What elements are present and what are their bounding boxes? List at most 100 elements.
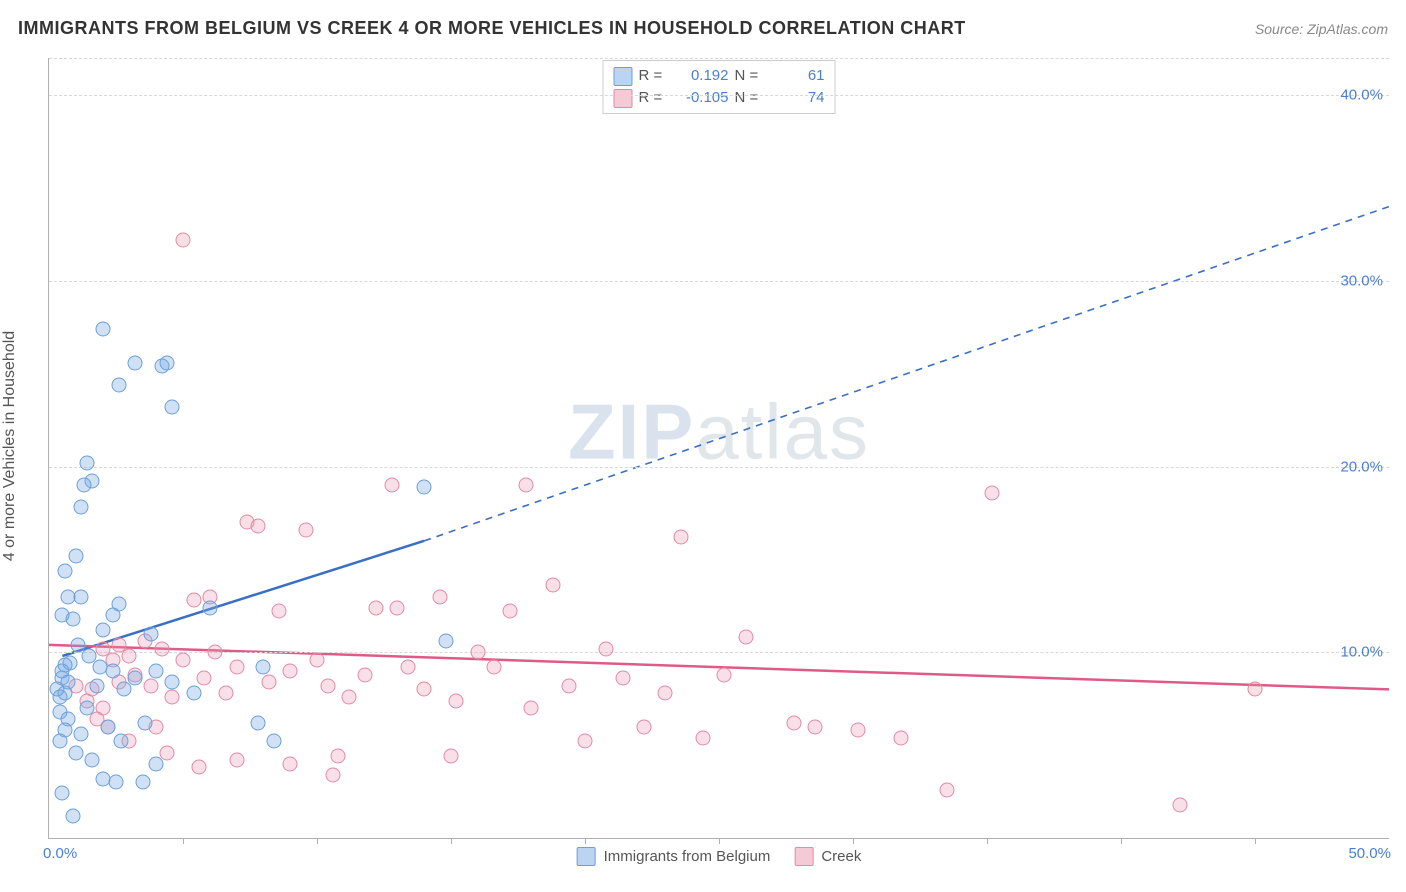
scatter-point-pink [615, 671, 630, 686]
scatter-point-blue [68, 745, 83, 760]
chart-header: IMMIGRANTS FROM BELGIUM VS CREEK 4 OR MO… [18, 18, 1388, 39]
scatter-point-blue [95, 322, 110, 337]
swatch-blue-icon [577, 847, 596, 866]
scatter-point-pink [192, 760, 207, 775]
scatter-point-blue [90, 678, 105, 693]
scatter-point-pink [401, 660, 416, 675]
legend-label-pink: Creek [821, 848, 861, 865]
scatter-point-blue [58, 563, 73, 578]
gridline [49, 652, 1389, 653]
chart-title: IMMIGRANTS FROM BELGIUM VS CREEK 4 OR MO… [18, 18, 966, 39]
x-tick-mark [1121, 838, 1122, 844]
scatter-point-pink [176, 233, 191, 248]
gridline [49, 467, 1389, 468]
r-value-blue: 0.192 [673, 65, 729, 87]
scatter-point-blue [114, 734, 129, 749]
scatter-point-pink [320, 678, 335, 693]
scatter-point-blue [135, 775, 150, 790]
scatter-point-pink [331, 749, 346, 764]
scatter-point-pink [299, 522, 314, 537]
scatter-point-pink [519, 478, 534, 493]
scatter-point-pink [283, 663, 298, 678]
scatter-point-blue [111, 377, 126, 392]
scatter-point-blue [251, 715, 266, 730]
scatter-point-pink [738, 630, 753, 645]
scatter-point-blue [79, 701, 94, 716]
scatter-point-blue [186, 686, 201, 701]
scatter-point-blue [71, 637, 86, 652]
scatter-point-pink [154, 641, 169, 656]
scatter-point-blue [109, 775, 124, 790]
scatter-point-blue [68, 548, 83, 563]
scatter-point-blue [74, 500, 89, 515]
scatter-point-pink [985, 485, 1000, 500]
x-tick-mark [317, 838, 318, 844]
scatter-point-pink [939, 782, 954, 797]
swatch-pink-icon [794, 847, 813, 866]
scatter-point-blue [52, 734, 67, 749]
plot-area: ZIPatlas R = 0.192 N = 61 R = -0.105 N =… [48, 58, 1389, 839]
scatter-point-blue [79, 455, 94, 470]
scatter-point-pink [251, 519, 266, 534]
scatter-point-pink [486, 660, 501, 675]
scatter-point-blue [127, 671, 142, 686]
scatter-point-pink [261, 675, 276, 690]
scatter-point-blue [84, 753, 99, 768]
x-tick-mark [719, 838, 720, 844]
scatter-point-pink [310, 652, 325, 667]
scatter-point-pink [390, 600, 405, 615]
scatter-point-pink [143, 678, 158, 693]
scatter-point-pink [95, 641, 110, 656]
scatter-point-pink [385, 478, 400, 493]
x-tick-mark [585, 838, 586, 844]
scatter-point-pink [229, 753, 244, 768]
scatter-point-blue [165, 675, 180, 690]
x-tick-0: 0.0% [43, 845, 77, 862]
scatter-point-blue [76, 478, 91, 493]
scatter-point-pink [444, 749, 459, 764]
scatter-point-blue [438, 634, 453, 649]
y-tick-label: 10.0% [1340, 644, 1383, 661]
scatter-point-blue [267, 734, 282, 749]
scatter-point-pink [545, 578, 560, 593]
scatter-point-pink [417, 682, 432, 697]
y-tick-label: 30.0% [1340, 272, 1383, 289]
chart-source: Source: ZipAtlas.com [1255, 21, 1388, 37]
scatter-point-pink [326, 767, 341, 782]
gridline [49, 58, 1389, 59]
swatch-pink-icon [614, 89, 633, 108]
legend-label-blue: Immigrants from Belgium [604, 848, 771, 865]
scatter-point-blue [50, 682, 65, 697]
scatter-point-pink [636, 719, 651, 734]
scatter-point-blue [106, 663, 121, 678]
n-label: N = [735, 65, 763, 87]
scatter-point-pink [674, 530, 689, 545]
scatter-point-pink [186, 593, 201, 608]
scatter-point-blue [159, 355, 174, 370]
scatter-point-pink [502, 604, 517, 619]
scatter-point-pink [470, 645, 485, 660]
scatter-point-pink [561, 678, 576, 693]
scatter-point-blue [417, 480, 432, 495]
scatter-point-blue [58, 658, 73, 673]
x-tick-mark [183, 838, 184, 844]
scatter-point-blue [149, 756, 164, 771]
scatter-point-pink [894, 730, 909, 745]
scatter-point-blue [95, 623, 110, 638]
scatter-point-blue [127, 355, 142, 370]
scatter-point-pink [808, 719, 823, 734]
scatter-point-pink [368, 600, 383, 615]
swatch-blue-icon [614, 67, 633, 86]
scatter-point-pink [176, 652, 191, 667]
stats-legend: R = 0.192 N = 61 R = -0.105 N = 74 [603, 60, 836, 114]
scatter-point-blue [55, 608, 70, 623]
scatter-point-blue [111, 597, 126, 612]
scatter-point-pink [342, 689, 357, 704]
scatter-point-blue [66, 808, 81, 823]
scatter-point-pink [717, 667, 732, 682]
n-value-pink: 74 [769, 87, 825, 109]
scatter-point-pink [272, 604, 287, 619]
scatter-point-pink [578, 734, 593, 749]
scatter-point-pink [165, 689, 180, 704]
scatter-point-pink [1172, 797, 1187, 812]
